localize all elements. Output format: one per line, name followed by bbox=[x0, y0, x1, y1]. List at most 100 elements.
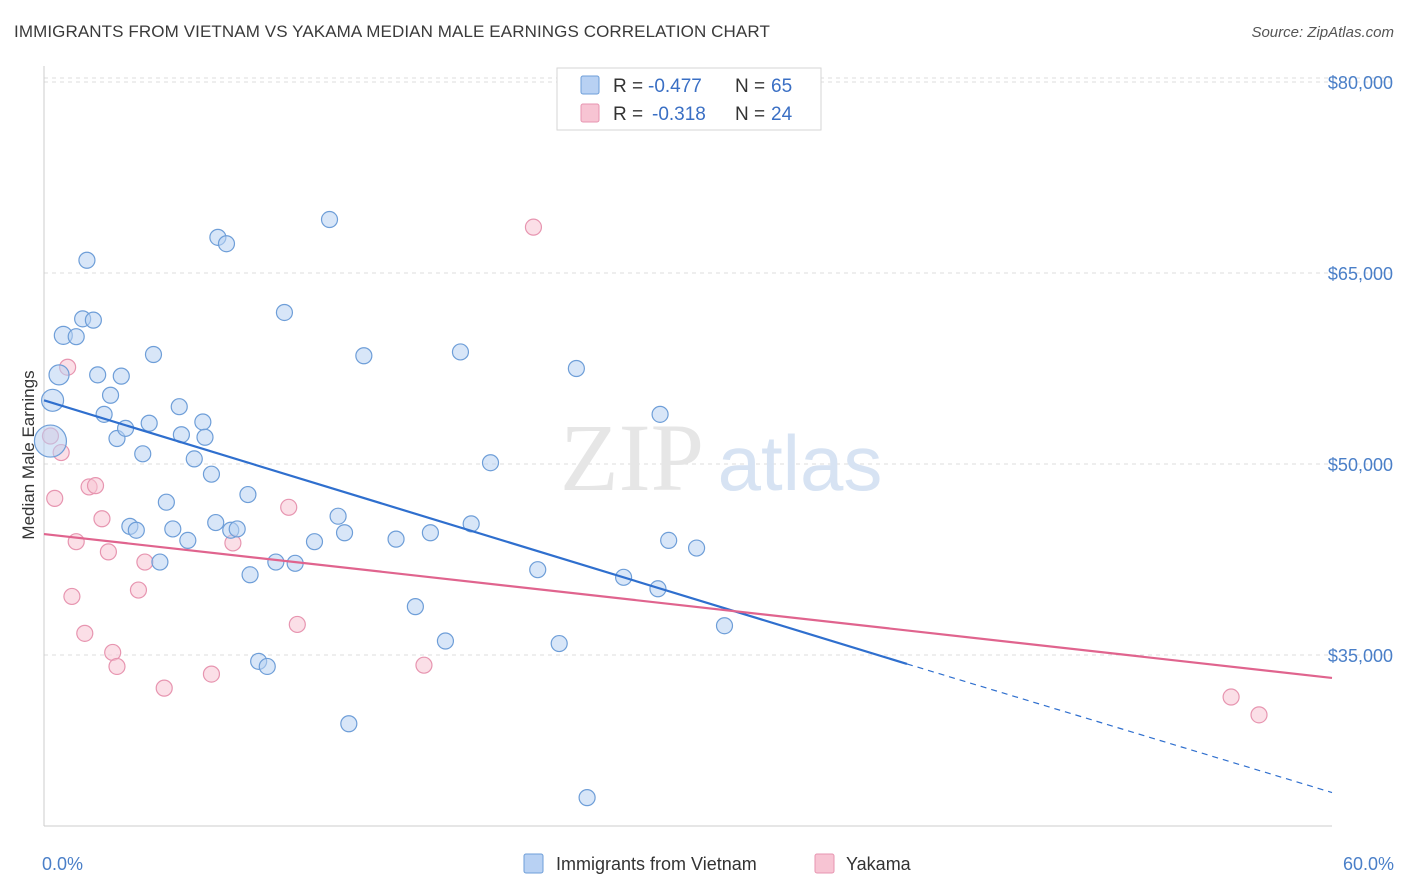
yakama-point-10 bbox=[99, 543, 118, 561]
bottom-legend-label-vietnam: Immigrants from Vietnam bbox=[556, 854, 757, 874]
watermark: ZIP atlas bbox=[560, 404, 882, 511]
yakama-point-4 bbox=[63, 587, 81, 606]
legend-n-value-yakama: 24 bbox=[771, 104, 793, 125]
vietnam-point-29 bbox=[207, 513, 225, 532]
legend-r-value-vietnam: -0.477 bbox=[648, 76, 702, 97]
vietnam-point-48 bbox=[406, 598, 424, 616]
vietnam-point-55 bbox=[550, 634, 568, 653]
watermark-zip: ZIP bbox=[560, 404, 704, 511]
yakama-point-20 bbox=[415, 656, 433, 674]
chart-title: IMMIGRANTS FROM VIETNAM VS YAKAMA MEDIAN… bbox=[14, 22, 770, 41]
vietnam-point-2 bbox=[48, 364, 70, 386]
vietnam-point-63 bbox=[715, 617, 734, 635]
vietnam-point-37 bbox=[258, 657, 276, 676]
vietnam-point-7 bbox=[84, 311, 102, 329]
vietnam-point-42 bbox=[320, 210, 339, 229]
vietnam-point-49 bbox=[421, 524, 439, 542]
vietnam-point-54 bbox=[529, 561, 547, 579]
top-legend-box bbox=[556, 67, 822, 131]
vietnam-point-31 bbox=[217, 235, 236, 253]
yakama-point-13 bbox=[129, 581, 148, 599]
vietnam-point-57 bbox=[578, 789, 596, 807]
yakama-point-22 bbox=[1222, 688, 1240, 706]
vietnam-point-46 bbox=[355, 347, 373, 365]
y-tick-label-1: $50,000 bbox=[1328, 455, 1393, 475]
vietnam-point-34 bbox=[239, 485, 257, 504]
vietnam-point-8 bbox=[89, 366, 107, 384]
yakama-point-18 bbox=[280, 498, 298, 516]
vietnam-point-22 bbox=[170, 398, 188, 416]
vietnam-point-27 bbox=[196, 428, 214, 446]
vietnam-point-15 bbox=[127, 521, 145, 539]
vietnam-point-17 bbox=[140, 414, 158, 432]
y-tick-label-0: $35,000 bbox=[1328, 646, 1393, 666]
yakama-trend-line bbox=[43, 532, 1333, 680]
trend-lines bbox=[43, 399, 1333, 794]
y-axis-title: Median Male Earnings bbox=[19, 370, 38, 539]
x-tick-label-1: 60.0% bbox=[1343, 854, 1394, 874]
x-tick-label-0: 0.0% bbox=[42, 854, 83, 874]
vietnam-point-61 bbox=[660, 531, 678, 550]
vietnam-point-20 bbox=[157, 493, 175, 511]
yakama-point-23 bbox=[1250, 706, 1268, 724]
vietnam-point-44 bbox=[335, 524, 354, 542]
yakama-point-12 bbox=[108, 657, 126, 676]
legend-swatch-yakama bbox=[580, 103, 600, 123]
yakama-point-15 bbox=[155, 679, 173, 697]
vietnam-point-45 bbox=[340, 715, 358, 733]
vietnam-point-43 bbox=[329, 507, 347, 525]
vietnam-point-39 bbox=[275, 303, 294, 322]
bottom-legend-swatch-yakama bbox=[814, 853, 835, 874]
vietnam-point-33 bbox=[228, 520, 246, 538]
yakama-point-8 bbox=[86, 477, 105, 495]
vietnam-point-18 bbox=[144, 345, 163, 364]
vietnam-point-4 bbox=[67, 328, 85, 346]
vietnam-point-21 bbox=[164, 520, 182, 538]
vietnam-point-12 bbox=[112, 367, 130, 385]
vietnam-point-16 bbox=[134, 445, 152, 463]
vietnam-point-41 bbox=[305, 533, 324, 551]
bottom-legend-label-yakama: Yakama bbox=[846, 854, 912, 874]
vietnam-point-25 bbox=[185, 450, 203, 468]
legend-swatch-vietnam bbox=[580, 75, 600, 95]
vietnam-points bbox=[33, 210, 734, 807]
legend-n-label-vietnam: N = bbox=[735, 76, 765, 97]
vietnam-point-0 bbox=[33, 424, 68, 458]
vietnam-point-19 bbox=[151, 553, 169, 571]
vietnam-point-6 bbox=[78, 251, 96, 269]
legend-r-label-yakama: R = bbox=[613, 104, 643, 125]
vietnam-point-62 bbox=[687, 539, 706, 557]
vietnam-point-47 bbox=[387, 530, 405, 548]
vietnam-point-10 bbox=[101, 386, 120, 404]
y-tick-label-3: $80,000 bbox=[1328, 73, 1393, 93]
x-tick-labels: 0.0% 60.0% bbox=[42, 854, 1394, 874]
source-label: Source: ZipAtlas.com bbox=[1251, 24, 1394, 41]
vietnam-point-50 bbox=[436, 632, 455, 650]
yakama-point-16 bbox=[202, 665, 221, 683]
vietnam-point-24 bbox=[179, 531, 197, 550]
vietnam-trend-line bbox=[43, 399, 908, 665]
yakama-point-9 bbox=[93, 510, 111, 528]
vietnam-point-1 bbox=[40, 388, 65, 412]
legend-n-value-vietnam: 65 bbox=[771, 76, 792, 97]
yakama-point-6 bbox=[76, 624, 94, 642]
top-legend: R = -0.477 N = 65 R = -0.318 N = 24 bbox=[556, 67, 822, 131]
vietnam-point-38 bbox=[267, 553, 285, 571]
yakama-point-19 bbox=[288, 615, 306, 634]
vietnam-point-51 bbox=[451, 343, 470, 361]
legend-r-label-vietnam: R = bbox=[613, 76, 643, 97]
vietnam-point-53 bbox=[481, 454, 500, 472]
vietnam-point-28 bbox=[202, 465, 221, 483]
yakama-point-14 bbox=[136, 553, 154, 571]
watermark-atlas: atlas bbox=[718, 419, 883, 507]
y-tick-labels: $35,000 $50,000 $65,000 $80,000 bbox=[1328, 73, 1393, 666]
y-tick-label-2: $65,000 bbox=[1328, 264, 1393, 284]
vietnam-point-26 bbox=[194, 413, 212, 431]
bottom-legend-swatch-vietnam bbox=[523, 853, 544, 874]
legend-n-label-yakama: N = bbox=[735, 104, 765, 125]
vietnam-point-56 bbox=[567, 359, 585, 378]
vietnam-point-35 bbox=[241, 566, 259, 584]
vietnam-point-59 bbox=[651, 405, 669, 423]
bottom-legend: Immigrants from Vietnam Yakama bbox=[523, 853, 912, 874]
